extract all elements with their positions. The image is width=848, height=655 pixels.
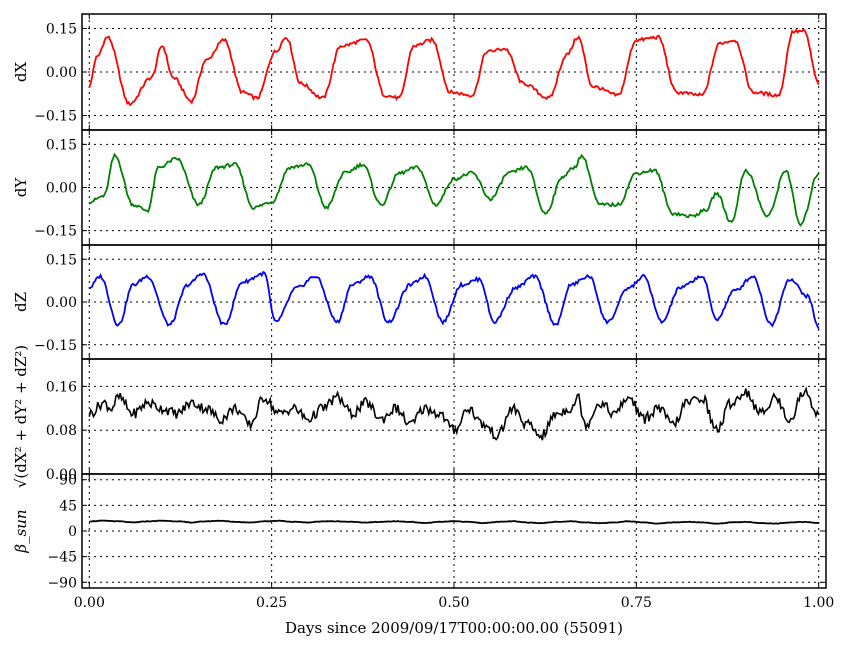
- xtick-label: 1.00: [803, 595, 834, 611]
- ytick-label: 0.08: [46, 423, 77, 439]
- series-line: [88, 28, 820, 107]
- series-line: [89, 152, 820, 227]
- ylabel: √(dX² + dY² + dZ²): [12, 345, 30, 488]
- ytick-label: 0.00: [46, 467, 77, 483]
- xtick-label: 0.25: [256, 595, 287, 611]
- ytick-label: 0.15: [46, 252, 77, 268]
- xlabel: Days since 2009/09/17T00:00:00.00 (55091…: [285, 619, 623, 637]
- xtick-label: 0.50: [438, 595, 469, 611]
- ytick-label: 0.00: [46, 181, 77, 197]
- ytick-label: 0.15: [46, 22, 77, 38]
- panel-5: −90 −45 0 45 90 β_sun: [12, 473, 827, 591]
- panel-1: −0.15 0.00 0.15 dX: [12, 13, 827, 131]
- panel-3: −0.15 0.00 0.15 dZ: [12, 244, 827, 360]
- ytick-label: −45: [47, 550, 77, 566]
- ytick-label: 90: [59, 473, 77, 489]
- ytick-label: 45: [59, 498, 77, 514]
- ytick-label: −0.15: [34, 338, 77, 354]
- ylabel: β_sun: [12, 509, 30, 553]
- ylabel: dX: [12, 62, 30, 83]
- ytick-label: −0.15: [34, 109, 77, 125]
- ytick-label: 0.16: [46, 379, 77, 395]
- series-line: [88, 270, 820, 330]
- xtick-label: 0.00: [74, 595, 105, 611]
- ytick-label: −0.15: [34, 224, 77, 240]
- ytick-label: 0.15: [46, 137, 77, 153]
- ylabel: dZ: [12, 292, 30, 312]
- ytick-label: −90: [47, 575, 77, 591]
- ytick-label: 0: [68, 524, 77, 540]
- series-line: [88, 386, 820, 441]
- series-line: [89, 519, 819, 525]
- panel-4: 0.00 0.08 0.16 √(dX² + dY² + dZ²): [12, 345, 827, 488]
- ytick-label: 0.00: [46, 295, 77, 311]
- xtick-label: 0.75: [621, 595, 652, 611]
- ytick-label: 0.00: [46, 65, 77, 81]
- panel-2: −0.15 0.00 0.15 dY: [12, 129, 827, 246]
- ylabel: dY: [12, 177, 30, 198]
